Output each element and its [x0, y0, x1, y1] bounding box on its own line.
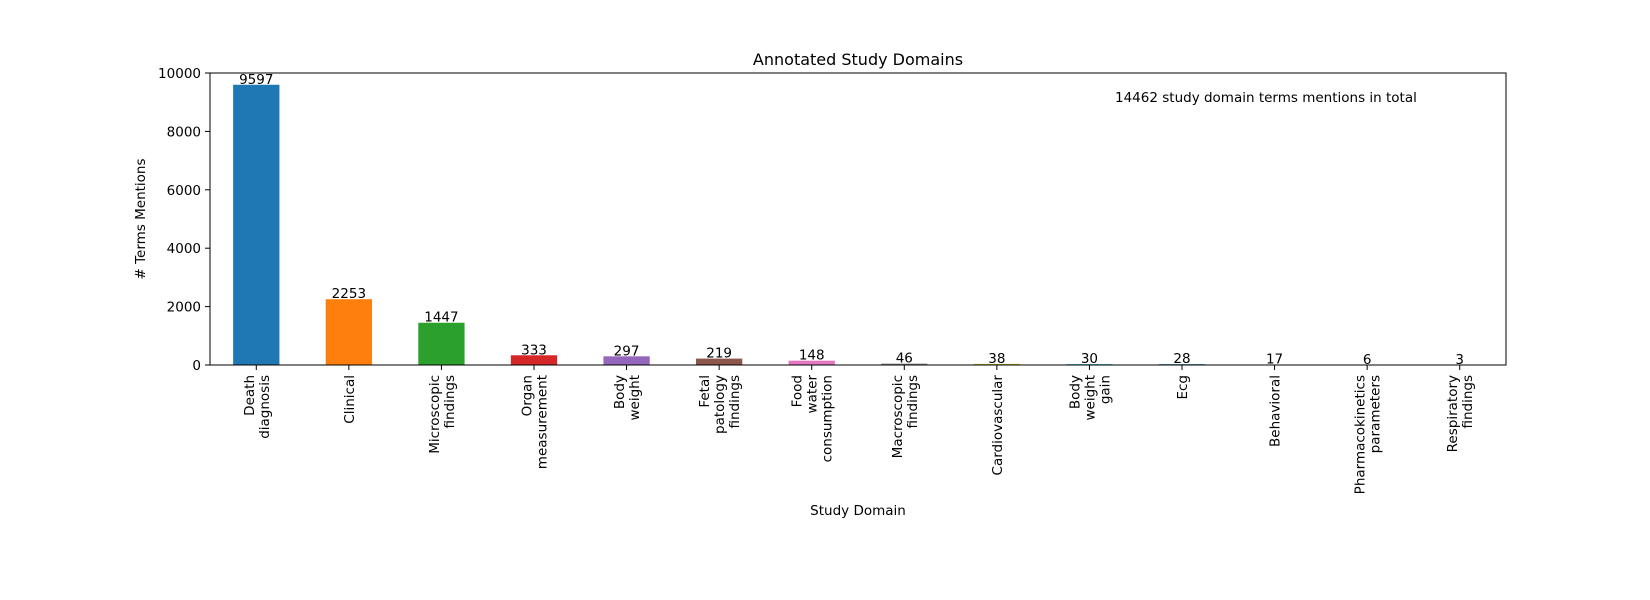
plot-frame [209, 72, 1507, 366]
x-tick-label: Death diagnosis [242, 375, 273, 439]
x-tick-label: Macroscopic findings [890, 375, 921, 458]
x-tick-label: Behavioral [1268, 375, 1284, 447]
bar [233, 84, 280, 365]
x-tick-label: Organ measurement [520, 375, 551, 469]
x-tick-label-line: Food [790, 375, 806, 407]
y-axis-label: # Terms Mentions [133, 158, 149, 279]
value-labels-group: 9597 2253 1447 333 297 219 148 46 38 30 28 17 6 3 [239, 72, 1464, 368]
x-tick-label-line: Microscopic [427, 375, 443, 454]
bar-value-label: 46 [896, 351, 913, 367]
x-tick-label-line: findings [1460, 375, 1476, 429]
y-tick-label: 6000 [167, 183, 201, 199]
x-tick-label-line: Ecg [1175, 375, 1191, 400]
bar-value-label: 219 [706, 346, 732, 362]
x-tick-label: Microscopic findings [427, 375, 458, 454]
bars-group [233, 84, 1483, 365]
bar-value-label: 28 [1173, 351, 1190, 367]
x-tick-label: Clinical [342, 375, 358, 424]
x-tick-label-line: weight [627, 375, 643, 421]
bar [788, 360, 835, 365]
y-tick-label: 2000 [167, 300, 201, 316]
chart-title: Annotated Study Domains [753, 50, 963, 69]
bar-value-label: 17 [1266, 352, 1283, 368]
y-tick-label: 0 [192, 358, 201, 374]
y-tick-label: 8000 [167, 124, 201, 140]
x-tick-label-line: Behavioral [1268, 375, 1284, 447]
x-tick-label-line: Pharmacokinetics [1353, 375, 1369, 494]
x-tick-label: Body weight [612, 375, 643, 421]
bar [325, 299, 372, 365]
x-tick-label-line: diagnosis [257, 375, 273, 439]
bar-value-label: 148 [799, 348, 825, 364]
x-tick-label-line: findings [442, 375, 458, 429]
x-tick-label: Cardiovascular [990, 375, 1006, 476]
x-tick-label-line: weight [1082, 375, 1098, 421]
x-tick-label-line: measurement [535, 375, 551, 469]
x-tick-label: Ecg [1175, 375, 1191, 400]
x-tick-label: Food water consumption [790, 375, 836, 463]
bar [973, 363, 1020, 365]
bar-value-label: 38 [988, 351, 1005, 367]
x-axis-label: Study Domain [810, 503, 906, 519]
x-tick-label: Body weight gain [1067, 375, 1113, 421]
bar-value-label: 2253 [332, 286, 366, 302]
x-tick-label-line: Macroscopic [890, 375, 906, 458]
x-tick-label-line: Body [1067, 375, 1083, 409]
bar-value-label: 30 [1081, 351, 1098, 367]
bar-value-label: 6 [1363, 352, 1372, 368]
bar [603, 356, 650, 365]
x-axis: Death diagnosis Clinical Microscopic finding… [242, 365, 1476, 494]
x-tick-label-line: findings [727, 375, 743, 429]
x-tick-label-line: patology [712, 375, 728, 434]
bar [696, 358, 743, 365]
x-tick-label-line: Clinical [342, 375, 358, 424]
x-tick-label: Respiratory findings [1445, 375, 1476, 452]
bar-value-label: 1447 [424, 310, 458, 326]
total-annotation: 14462 study domain terms mentions in tot… [1115, 90, 1417, 106]
y-axis: 0 2000 4000 6000 8000 10000 [158, 66, 210, 374]
bar-value-label: 9597 [239, 72, 273, 88]
x-tick-label-line: findings [905, 375, 921, 429]
bar [418, 322, 465, 365]
y-tick-label: 4000 [167, 241, 201, 257]
x-tick-label-line: gain [1097, 375, 1113, 404]
y-tick-label: 10000 [158, 66, 201, 82]
x-tick-label: Fetal patology findings [697, 375, 743, 434]
x-tick-label-line: Fetal [697, 375, 713, 408]
bar [510, 355, 558, 365]
x-tick-label-line: Body [612, 375, 628, 409]
x-tick-label-line: Organ [520, 375, 536, 416]
x-tick-label-line: consumption [820, 375, 836, 462]
bar-value-label: 3 [1455, 352, 1464, 368]
x-tick-label-line: Death [242, 375, 258, 416]
x-tick-label-line: Respiratory [1445, 375, 1461, 452]
bar [881, 363, 928, 365]
bar-value-label: 297 [614, 343, 640, 359]
x-tick-label-line: water [805, 375, 821, 414]
x-tick-label: Pharmacokinetics parameters [1353, 375, 1384, 494]
x-tick-label-line: Cardiovascular [990, 375, 1006, 476]
bar-value-label: 333 [521, 342, 547, 358]
x-tick-label-line: parameters [1368, 375, 1384, 453]
